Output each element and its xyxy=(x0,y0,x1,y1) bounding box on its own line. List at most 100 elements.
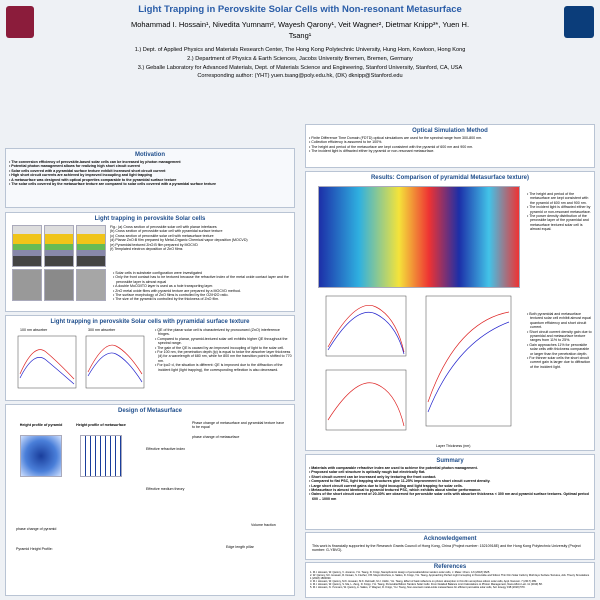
motivation-panel: Motivation The conversion efficiency of … xyxy=(5,148,295,208)
sem-image xyxy=(76,269,106,301)
acknowledgement-panel: Acknowledgement This work is financially… xyxy=(305,532,595,560)
bullet: The solar cells covered by the metasurfa… xyxy=(6,182,294,186)
bullet: The conversion efficiency of perovskite-… xyxy=(6,160,294,164)
bullet: The surface morphology of ZnO films is c… xyxy=(110,293,292,297)
curve xyxy=(19,349,75,380)
label: Effective medium theory xyxy=(146,487,185,491)
figure-pyramid xyxy=(44,225,74,267)
heading: Results: Comparison of pyramidal Metasur… xyxy=(370,175,530,181)
line-item: 1. M.I. Hossain, W. Qarony, V. Jovanov, … xyxy=(310,571,491,574)
label: Volume fraction xyxy=(251,523,276,527)
x-axis-label: Layer Thickness (nm) xyxy=(436,444,471,448)
bullet: Materials with comparable refractive ind… xyxy=(306,466,594,470)
text: This work is financially supported by th… xyxy=(312,544,581,553)
bullet: Large short circuit current gains due to… xyxy=(306,484,594,488)
bullet: The gain of the QE is caused by an impro… xyxy=(152,346,292,350)
line-item: 4. M.I. Hossain, W. Qarony, S. Ma, L. Ze… xyxy=(310,583,543,587)
label: phase change of pyramid xyxy=(16,527,57,531)
curve xyxy=(427,321,510,413)
label: Phase change of metasurface and pyramida… xyxy=(192,421,285,430)
bullet: Compared to flat PSC, light trapping str… xyxy=(306,479,594,483)
line-item: 2. W. Qarony, M.I. Hossain, R. Dewan, S.… xyxy=(310,574,590,581)
line-item: (f) Templated electron deposition of ZnO… xyxy=(110,247,183,252)
plot-frame xyxy=(325,369,407,431)
bullet: Solar cells in substrate configuration w… xyxy=(110,271,292,275)
label: phase change of metasurface xyxy=(192,435,240,439)
logo-right xyxy=(564,6,594,38)
optical-method-panel: Optical Simulation Method Finite Differe… xyxy=(305,124,595,168)
plot-title: 100 nm absorber xyxy=(20,328,48,332)
bullet: Potential photon management allows for r… xyxy=(6,164,294,168)
heading: Acknowledgement xyxy=(423,536,477,542)
sem-image xyxy=(12,269,42,301)
heading: Optical Simulation Method xyxy=(412,128,488,134)
heading: References xyxy=(433,564,467,570)
bullet: Only the front contact has to be texture… xyxy=(110,275,292,284)
metasurface-panel: Design of Metasurface Height profile of … xyxy=(5,404,295,596)
bullet: The size of the pyramid is controlled by… xyxy=(110,297,292,301)
bullet-list: Materials with comparable refractive ind… xyxy=(306,466,594,501)
figure-planar xyxy=(12,225,42,267)
bullet: Collection efficiency is assumed to be 1… xyxy=(306,140,594,144)
plot-frame xyxy=(17,335,77,389)
authors: Mohammad I. Hossain¹, Nivedita Yumnam², … xyxy=(130,20,470,40)
affiliation: 3.) Geballe Laboratory for Advanced Mate… xyxy=(137,65,463,71)
label: Pyramid Height Profile: xyxy=(16,547,53,551)
bullet-list: Finite Difference Time Domain (FDTD) opt… xyxy=(306,136,594,154)
bullet: The incident light is diffracted either … xyxy=(306,149,594,153)
heading: Motivation xyxy=(135,152,165,158)
bullet: Short circuit current can be increased o… xyxy=(306,475,594,479)
curve xyxy=(327,311,405,355)
line-item: 5. M.I. Hossain, N. Yumnam, W. Qarony, A… xyxy=(310,586,526,590)
bullet: A metasurface was designed with optical … xyxy=(6,178,294,182)
summary-panel: Summary Materials with comparable refrac… xyxy=(305,454,595,530)
bullet: Gain approaches 11% for perovskite solar… xyxy=(524,343,592,356)
plot-title: 300 nm absorber xyxy=(88,328,116,332)
affiliations: 1.) Dept. of Applied Physics and Materia… xyxy=(20,46,580,73)
bullet: The power density distribution of the pe… xyxy=(524,214,592,232)
figure-metasurface xyxy=(76,225,106,267)
reference-list: 1. M.I. Hossain, W. Qarony, V. Jovanov, … xyxy=(306,571,594,590)
field-maps xyxy=(318,186,520,288)
bullet: The incident light is diffracted either … xyxy=(524,205,592,214)
line-item: (e) Pyramidal textured ZnO:B film prepar… xyxy=(110,242,198,247)
bullet: Compared to planar, pyramid-textured sol… xyxy=(152,337,292,346)
bullet: ZnO metal oxide films with pyramid textu… xyxy=(110,289,292,293)
line-item: (c) Cross section of perovskite solar ce… xyxy=(110,233,214,238)
label: Effective refractive index xyxy=(146,447,186,451)
bullet-list: Both pyramidal and metasurface textured … xyxy=(524,312,592,369)
metasurface-profile xyxy=(80,435,122,477)
bullet: For 100 nm, the penetration depth (lp) i… xyxy=(152,350,292,363)
heading: Summary xyxy=(436,458,464,464)
curve xyxy=(427,311,510,403)
bullet-list: The conversion efficiency of perovskite-… xyxy=(6,160,294,186)
bullet: Solar cells covered with a pyramidal sur… xyxy=(6,169,294,173)
bullet: Proposed solar cell structure is optical… xyxy=(306,470,594,474)
affiliation: 2.) Department of Physics & Earth Scienc… xyxy=(187,56,413,62)
pyramid-profile xyxy=(20,435,62,477)
plot-frame xyxy=(425,295,512,427)
plot-frame xyxy=(325,295,407,357)
bullet-list: Solar cells in substrate configuration w… xyxy=(110,271,292,302)
results-panel: Results: Comparison of pyramidal Metasur… xyxy=(305,171,595,451)
qe-jsc-plots xyxy=(325,295,512,431)
bullet: Finite Difference Time Domain (FDTD) opt… xyxy=(306,136,594,140)
sem-image xyxy=(44,269,74,301)
bullet: Short circuit current density gain due t… xyxy=(524,330,592,343)
curve xyxy=(327,382,405,427)
affiliation: 1.) Dept. of Applied Physics and Materia… xyxy=(134,47,466,53)
bullet: Gains of the short circuit current of 20… xyxy=(306,492,594,501)
curve xyxy=(327,305,405,353)
heading: Light trapping in perovskite Solar cells… xyxy=(50,319,250,325)
bullet: High short circuit currents are achieved… xyxy=(6,173,294,177)
bullet: A double MoO3/ITO layer is used as a hol… xyxy=(110,284,292,288)
curve xyxy=(19,357,75,385)
heading: Light trapping in perovskite Solar cells xyxy=(94,216,206,222)
plot-frame xyxy=(85,335,145,389)
bullet: The height and period of the metasurface… xyxy=(524,192,592,205)
title: Light Trapping in Perovskite Solar Cells… xyxy=(138,4,462,15)
bullet: Metasurface is almost identical to pyram… xyxy=(306,488,594,492)
curve xyxy=(87,352,143,383)
contact: Corresponding author: (YHT) yuen.tsang@p… xyxy=(197,73,403,79)
heading: Design of Metasurface xyxy=(117,408,183,414)
